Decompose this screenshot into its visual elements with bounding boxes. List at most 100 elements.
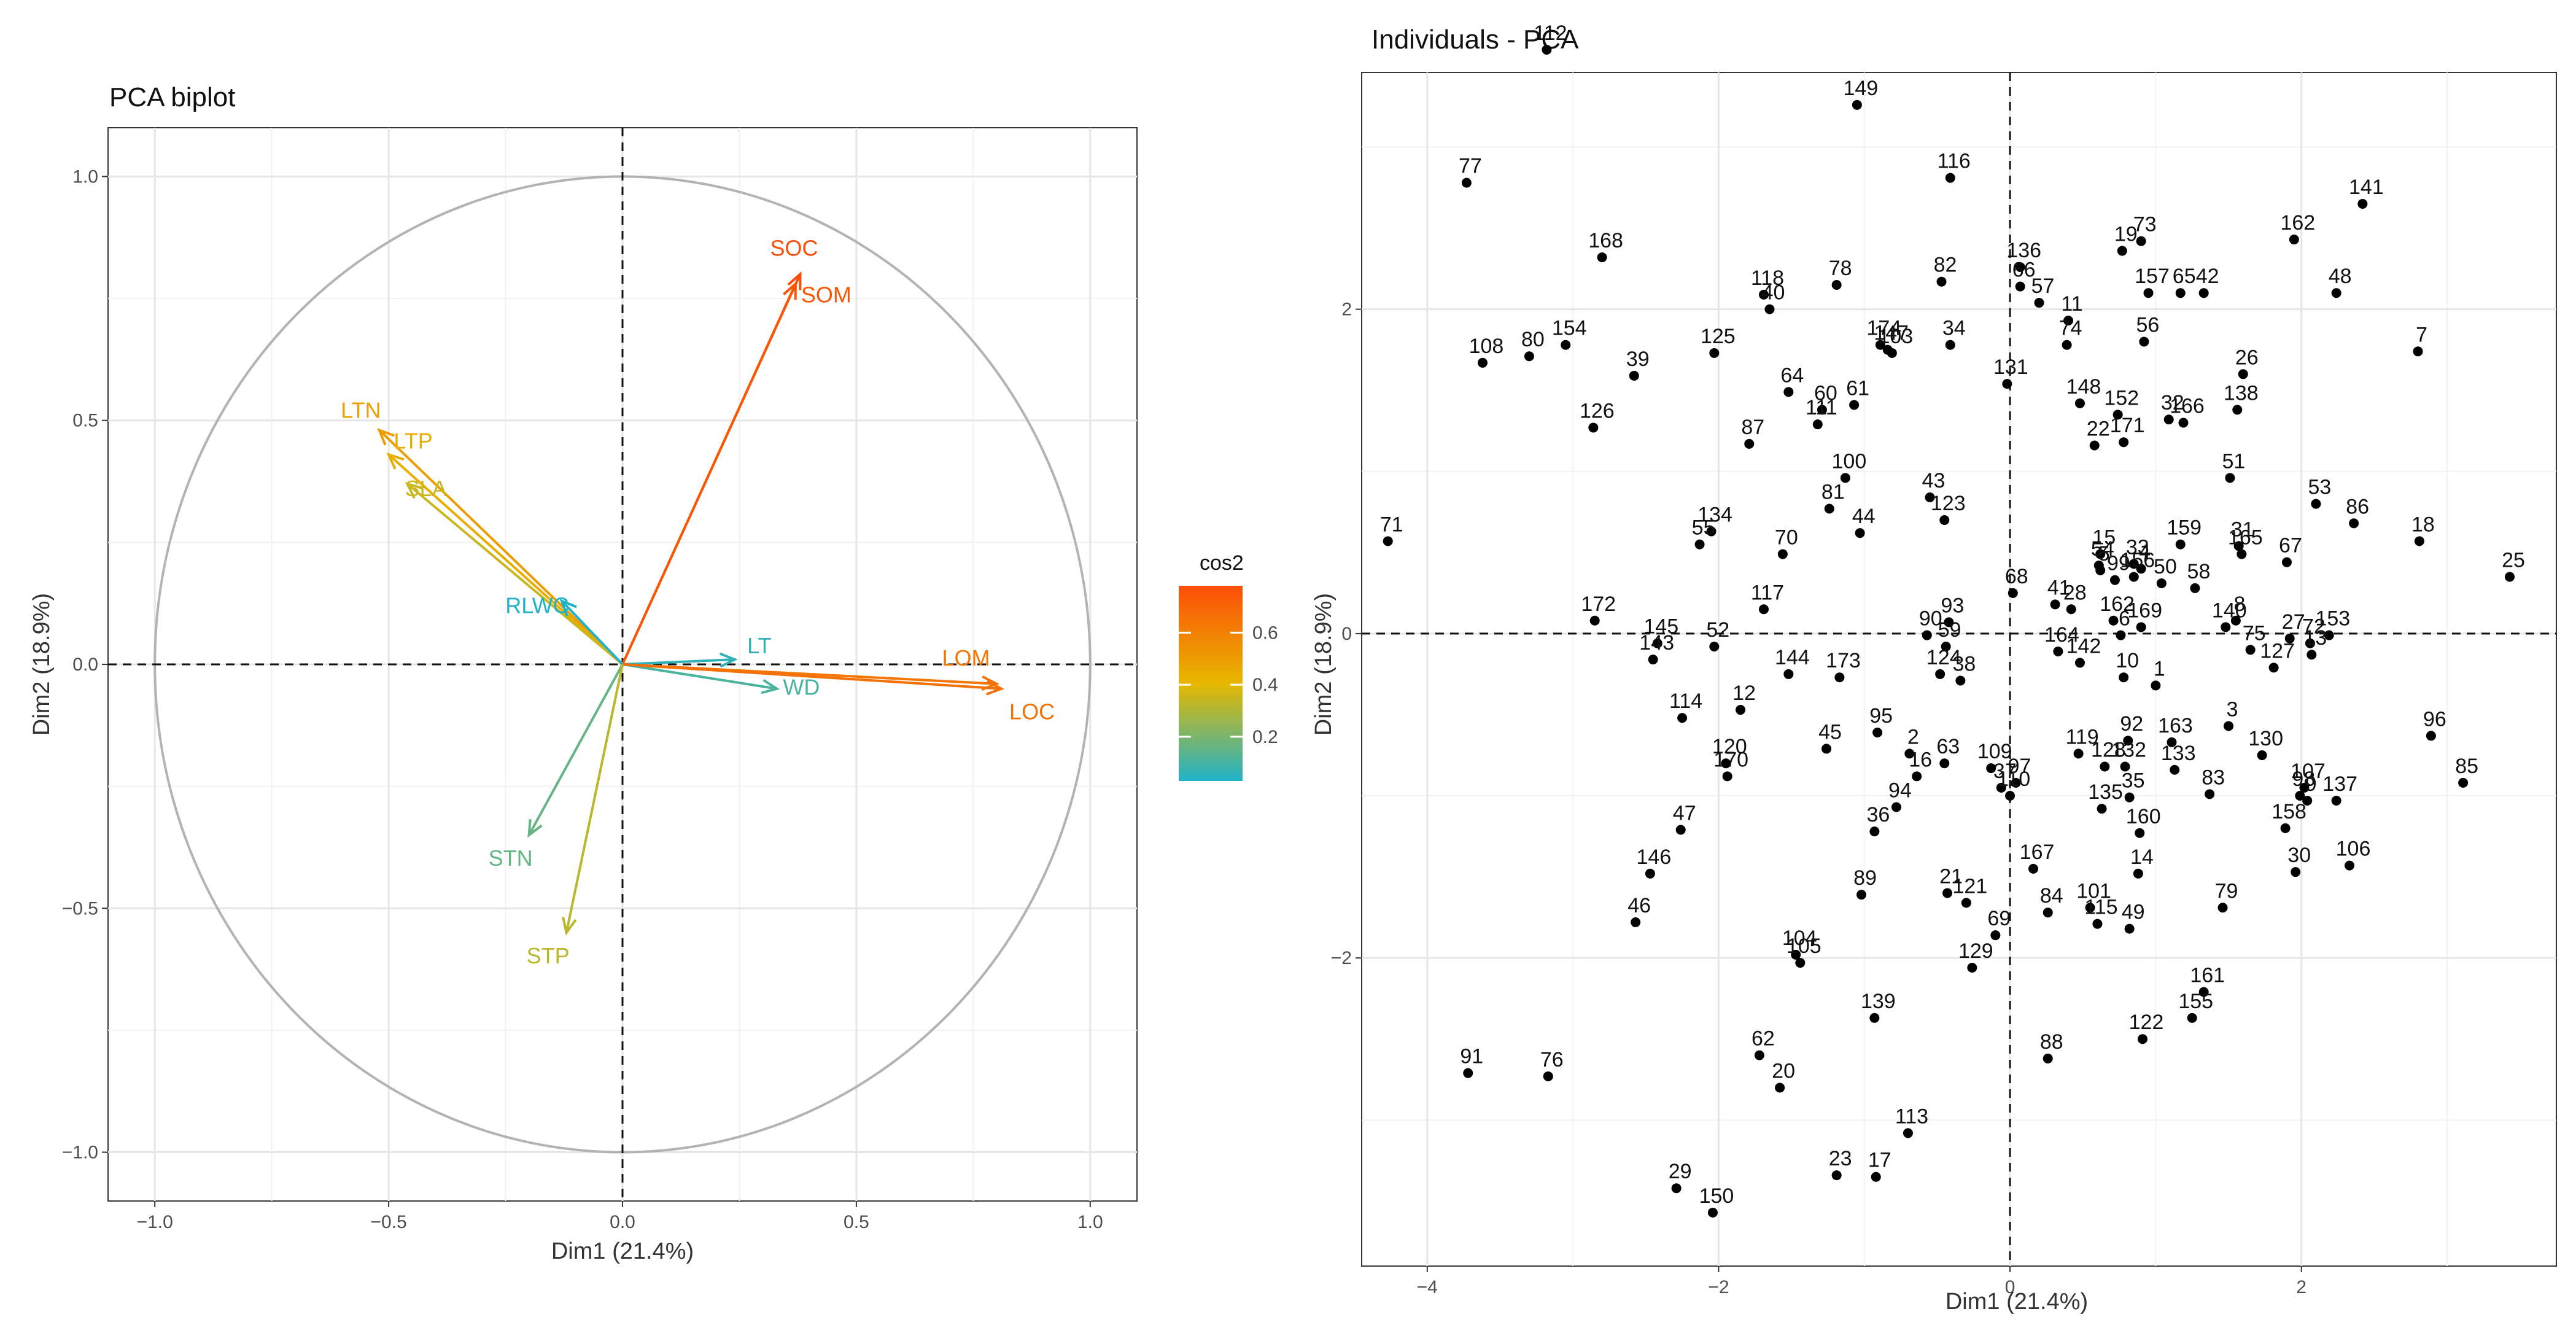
arrowhead-lt <box>719 652 738 668</box>
individual-label: 66 <box>2012 258 2036 282</box>
individual-point <box>2108 615 2119 626</box>
individual-point <box>2133 868 2143 879</box>
individual-label: 70 <box>1775 526 1798 549</box>
individual-label: 74 <box>2059 317 2082 340</box>
individual-label: 56 <box>2136 313 2159 336</box>
individual-point <box>2085 903 2095 913</box>
individual-label: 158 <box>2271 800 2306 823</box>
individual-point <box>2295 791 2305 801</box>
individual-label: 3 <box>2227 698 2238 721</box>
individual-label: 23 <box>1829 1147 1852 1170</box>
individual-label: 101 <box>2076 879 2111 903</box>
biplot-y-axis-title: Dim2 (18.9%) <box>29 593 55 736</box>
individual-label: 78 <box>1829 257 1852 280</box>
variable-label-rlwc: RLWC <box>505 593 568 618</box>
arrowhead-stn <box>527 819 543 838</box>
individual-point <box>1589 615 1600 626</box>
individual-point <box>2053 646 2063 656</box>
individual-label: 49 <box>2122 901 2145 924</box>
individual-point <box>2414 536 2424 546</box>
biplot-title: PCA biplot <box>109 82 236 112</box>
cos2-legend: cos2 0.2 0.4 0.6 <box>1179 551 1278 781</box>
individual-point <box>1824 503 1834 514</box>
individual-point <box>1722 771 1732 782</box>
individual-point <box>1852 99 1862 110</box>
individual-label: 135 <box>2088 780 2123 804</box>
individual-point <box>1461 177 1472 188</box>
individual-label: 137 <box>2322 772 2357 796</box>
individual-point <box>1543 1071 1553 1081</box>
individual-point <box>1990 930 2001 941</box>
individual-point <box>1561 340 1571 350</box>
individual-label: 5 <box>2098 542 2110 566</box>
individual-label: 104 <box>1782 927 1817 950</box>
individual-point <box>2074 658 2085 668</box>
individual-label: 33 <box>2126 535 2149 559</box>
individual-point <box>2136 236 2146 246</box>
biplot-x-tick-label: 1.0 <box>1077 1212 1103 1232</box>
variable-label-lom: LOM <box>942 645 990 670</box>
individual-point <box>1945 173 1955 183</box>
individual-point <box>2505 572 2515 582</box>
arrowhead-sla <box>405 481 424 499</box>
individual-point <box>2237 549 2247 559</box>
individual-point <box>2074 398 2085 408</box>
individual-point <box>2073 748 2084 759</box>
individual-label: 141 <box>2349 176 2384 199</box>
individual-point <box>2112 410 2123 420</box>
individual-point <box>1758 289 1769 300</box>
variable-label-wd: WD <box>783 675 820 700</box>
individual-label: 153 <box>2315 607 2350 631</box>
individual-label: 167 <box>2020 841 2055 864</box>
individual-label: 8 <box>2233 593 2245 616</box>
individual-point <box>1935 669 1946 679</box>
individual-point <box>1875 340 1885 350</box>
individual-point <box>1834 672 1845 683</box>
individual-point <box>2008 588 2018 598</box>
individual-label: 96 <box>2423 707 2446 731</box>
arrowhead-soc <box>787 271 802 290</box>
individual-label: 73 <box>2133 213 2157 236</box>
legend-tick-label: 0.6 <box>1252 623 1278 643</box>
individual-label: 128 <box>2091 738 2126 761</box>
individual-label: 165 <box>2228 526 2263 549</box>
individual-label: 19 <box>2114 223 2138 246</box>
arrow-stn <box>527 664 624 836</box>
individual-point <box>1791 949 1801 960</box>
arrowhead-loc <box>986 680 1004 696</box>
individual-point <box>2299 782 2310 793</box>
individual-label: 11 <box>2061 292 2082 316</box>
arrow-lt <box>622 658 735 666</box>
individual-label: 46 <box>1627 894 1651 917</box>
individual-point <box>2291 867 2301 877</box>
individual-label: 133 <box>2161 742 2196 765</box>
individual-label: 120 <box>1712 735 1747 758</box>
individual-label: 29 <box>1669 1160 1692 1183</box>
individual-point <box>1955 675 1966 686</box>
individual-label: 50 <box>2154 555 2177 578</box>
individual-label: 69 <box>1987 907 2011 930</box>
arrow-wd <box>622 663 777 690</box>
individual-label: 148 <box>2066 375 2101 398</box>
individual-label: 17 <box>1868 1149 1891 1172</box>
individual-label: 105 <box>1787 935 1821 958</box>
individual-label: 173 <box>1826 649 1861 672</box>
individual-label: 162 <box>2280 211 2315 235</box>
individual-point <box>2284 633 2295 643</box>
individual-label: 111 <box>1806 396 1837 419</box>
individual-label: 71 <box>1380 513 1403 536</box>
individual-point <box>2043 908 2053 918</box>
individual-label: 163 <box>2158 714 2193 737</box>
individual-label: 79 <box>2215 879 2238 903</box>
individual-point <box>1744 438 1755 449</box>
individual-point <box>2095 565 2106 575</box>
individual-point <box>2357 198 2368 209</box>
individual-point <box>2123 736 2133 746</box>
individual-label: 18 <box>2411 513 2435 536</box>
individual-point <box>1967 963 1977 973</box>
individual-label: 110 <box>1997 768 2030 791</box>
individual-point <box>1831 280 1842 290</box>
individual-label: 12 <box>1732 682 1756 705</box>
individual-label: 28 <box>2063 581 2087 604</box>
